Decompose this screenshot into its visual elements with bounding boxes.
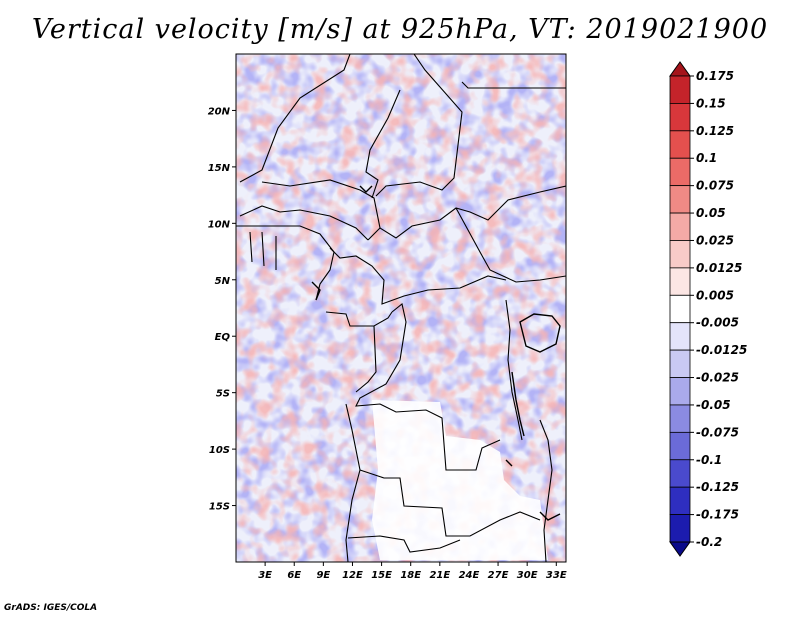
colorbar-label: 0.025	[696, 233, 734, 247]
vertical-velocity-field	[236, 54, 566, 562]
x-tick-label: 24E	[459, 570, 480, 581]
lake-outlines	[311, 185, 561, 521]
colorbar-label: -0.2	[696, 535, 722, 549]
border-line	[249, 231, 277, 270]
x-tick-label: 21E	[429, 570, 450, 581]
colorbar-label: -0.025	[696, 371, 739, 385]
colorbar-swatch	[669, 486, 691, 515]
border-line	[345, 403, 361, 562]
field-blank-region	[372, 400, 548, 560]
colorbar-swatch	[669, 431, 691, 461]
border-line	[505, 299, 523, 441]
colorbar-swatch	[669, 267, 691, 296]
y-tick-label: EQ	[215, 332, 231, 343]
colorbar-swatch	[669, 240, 691, 269]
lake-outline	[519, 313, 561, 353]
y-tick-label: 10S	[209, 445, 230, 456]
colorbar-max-arrow	[669, 61, 691, 77]
border-line	[355, 325, 377, 393]
y-tick-label: 5N	[215, 276, 231, 287]
border-line	[379, 185, 566, 239]
x-tick-label: 6E	[287, 570, 301, 581]
colorbar-swatch	[669, 377, 691, 406]
border-line	[539, 419, 553, 562]
colorbar-label: -0.0125	[696, 343, 747, 357]
colorbar-label: 0.15	[696, 96, 726, 110]
plot-frame	[235, 53, 567, 563]
colorbar-label: 0.05	[696, 206, 726, 220]
colorbar-label: -0.075	[696, 425, 739, 439]
y-tick-label: 20N	[208, 106, 231, 117]
colorbar-label: 0.005	[696, 288, 734, 302]
colorbar-min-arrow	[669, 541, 691, 557]
y-tick-label: 15N	[208, 163, 231, 174]
y-tick-label: 15S	[209, 502, 230, 513]
colorbar-label: -0.1	[696, 453, 722, 467]
lake-outline	[505, 459, 561, 521]
border-line	[347, 535, 461, 553]
colorbar-swatch	[669, 349, 691, 378]
x-tick-label: 9E	[316, 570, 330, 581]
lake-outline	[511, 371, 525, 437]
colorbar-label: 0.0125	[696, 261, 742, 275]
border-line	[329, 247, 507, 305]
border-line	[239, 54, 351, 183]
border-line	[455, 207, 566, 283]
colorbar-swatch	[669, 294, 691, 324]
colorbar-label: -0.005	[696, 316, 739, 330]
y-tick-label: 10N	[208, 219, 231, 230]
x-tick-label: 3E	[258, 570, 272, 581]
border-line	[236, 225, 335, 301]
border-line	[365, 89, 401, 199]
y-axis: 20N 15N 10N 5N EQ 5S 10S 15S	[208, 106, 236, 513]
x-tick-label: 18E	[400, 570, 421, 581]
x-axis: 3E 6E 9E 12E 15E 18E 21E 24E 27E 30E 33E	[258, 562, 567, 581]
map-title: Vertical velocity [m/s] at 925hPa, VT: 2…	[31, 14, 769, 45]
lake-outline	[311, 281, 321, 301]
colorbar-label: 0.125	[696, 124, 734, 138]
border-line	[375, 54, 463, 197]
country-borders	[236, 54, 566, 562]
colorbar-swatch	[669, 322, 691, 351]
border-line	[325, 311, 393, 327]
x-tick-label: 27E	[488, 570, 509, 581]
colorbar-label: -0.05	[696, 398, 731, 412]
border-line	[461, 81, 566, 89]
border-line	[239, 205, 369, 241]
border-line	[355, 303, 501, 471]
colorbar-swatch	[669, 103, 691, 132]
colorbar-swatch	[669, 212, 691, 241]
colorbar-swatch	[669, 459, 691, 488]
colorbar-swatch	[669, 157, 691, 187]
x-tick-label: 30E	[517, 570, 538, 581]
grads-credit: GrADS: IGES/COLA	[4, 603, 98, 613]
colorbar: 0.175 0.15 0.125 0.1 0.075 0.05 0.025 0.0125 0.0…	[669, 61, 747, 557]
x-tick-label: 12E	[342, 570, 363, 581]
colorbar-label: 0.075	[696, 179, 734, 193]
colorbar-swatch	[669, 185, 691, 214]
lake-outline	[359, 185, 373, 193]
colorbar-label: 0.1	[696, 151, 717, 165]
x-tick-label: 33E	[546, 570, 567, 581]
colorbar-swatch	[669, 130, 691, 159]
border-line	[359, 469, 541, 537]
colorbar-swatch	[669, 514, 691, 543]
colorbar-label: -0.175	[696, 508, 739, 522]
colorbar-swatch	[669, 404, 691, 433]
colorbar-swatch	[669, 75, 691, 104]
y-tick-label: 5S	[216, 389, 230, 400]
colorbar-label: -0.125	[696, 480, 739, 494]
x-tick-label: 15E	[371, 570, 392, 581]
colorbar-label: 0.175	[696, 69, 734, 83]
